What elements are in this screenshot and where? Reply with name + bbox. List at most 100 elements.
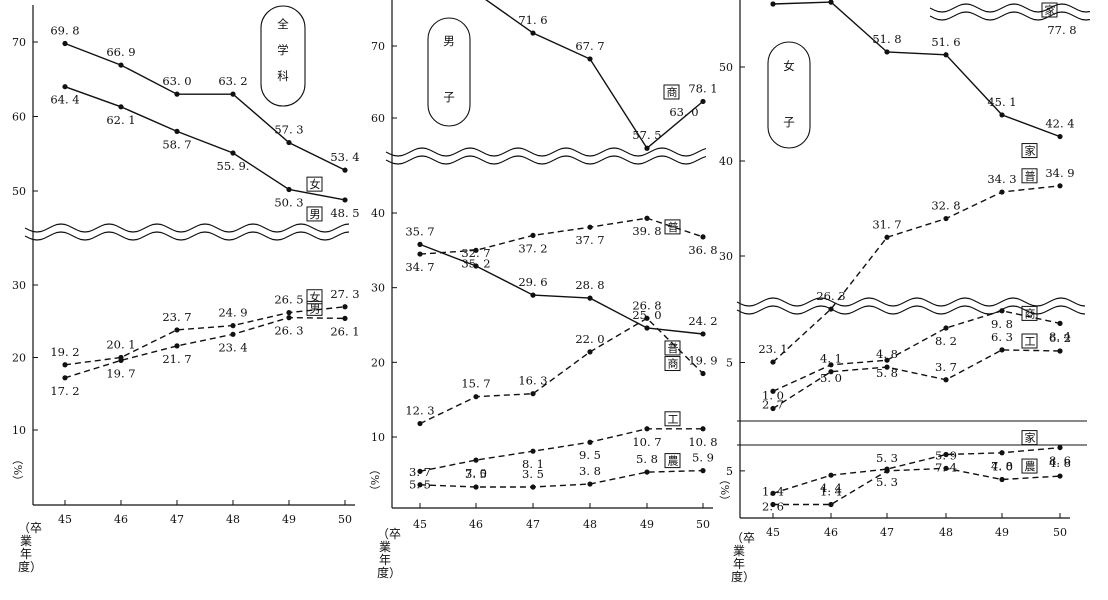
series-line-1-3 <box>419 217 704 255</box>
series-tag-1-5-box <box>664 411 681 427</box>
x-tick-label-1-3: 48 <box>583 518 597 531</box>
data-point-2-4-1 <box>828 369 834 375</box>
data-label-2-4-5: 6. 2 <box>1049 331 1071 345</box>
data-label-0-1-1: 62. 1 <box>106 113 135 127</box>
data-label-2-2-1: 26. 3 <box>816 289 845 303</box>
series-tag-1-2: 普 <box>668 341 679 355</box>
data-point-2-3-4 <box>999 308 1005 314</box>
data-point-1-4-3 <box>587 349 593 355</box>
data-label-2-2-4: 34. 3 <box>987 172 1016 186</box>
series-tag-2-3-box <box>1021 305 1038 321</box>
data-point-0-2-4 <box>286 309 292 316</box>
series-line-0-1 <box>64 86 346 201</box>
data-point-2-6-2 <box>884 468 890 474</box>
data-label-0-3-1: 19. 7 <box>106 366 135 380</box>
y-tick-label-1-upper-1: 70 <box>371 40 385 53</box>
data-label-2-3-3: 8. 2 <box>935 334 957 348</box>
data-label-0-0-1: 66. 9 <box>106 45 135 59</box>
data-label-0-1-2: 58. 7 <box>162 137 191 151</box>
y-tick-label-0-lower-0: 10 <box>12 424 26 437</box>
series-line-0-3 <box>64 316 346 379</box>
series-line-0-2 <box>64 306 346 366</box>
data-point-2-5-3 <box>943 451 949 458</box>
data-label-2-1-0: 77. 8 <box>1047 23 1076 37</box>
data-label-1-0-4: 57. 5 <box>632 128 661 142</box>
x-tick-label-0-5: 50 <box>338 513 352 526</box>
data-point-1-6-0 <box>417 482 423 488</box>
data-point-2-5-0 <box>770 490 776 496</box>
data-label-2-4-3: 3. 7 <box>935 360 957 374</box>
data-point-1-0-2 <box>530 30 536 36</box>
data-point-1-3-5 <box>700 234 706 240</box>
data-point-1-4-0 <box>417 420 423 427</box>
data-label-0-1-3: 55. 9. <box>217 159 250 173</box>
data-label-1-2-0: 35. 7 <box>405 224 434 238</box>
data-point-2-6-0 <box>770 501 776 508</box>
series-tag-2-5-box <box>1021 430 1038 446</box>
data-point-0-3-4 <box>286 315 292 321</box>
data-point-2-0-1 <box>828 0 834 5</box>
data-point-0-3-0 <box>62 375 68 381</box>
series-tag-0-1: 男 <box>310 208 321 221</box>
data-point-1-5-0 <box>417 468 423 474</box>
series-tag-1-2-box <box>664 340 681 356</box>
series-tag-1-5: 工 <box>668 413 679 426</box>
data-label-1-0-2: 71. 6 <box>518 13 547 27</box>
data-label-2-4-2: 4. 8 <box>876 347 898 361</box>
data-label-0-0-2: 63. 0 <box>162 74 191 88</box>
series-tag-1-1: 商 <box>667 85 678 99</box>
series-line-2-6 <box>773 467 1061 506</box>
data-label-1-3-1: 35. 2 <box>461 256 490 270</box>
y-tick-label-2-upper-1: 50 <box>719 61 733 74</box>
series-line-2-0 <box>772 1 1061 138</box>
series-tag-2-6: 農 <box>1025 459 1036 473</box>
data-point-2-4-0 <box>770 405 776 412</box>
data-label-1-3-2: 37. 2 <box>518 241 547 255</box>
x-tick-label-2-0: 45 <box>766 526 780 539</box>
data-point-1-2-1 <box>473 263 479 269</box>
y-tick-label-0-upper-0: 50 <box>12 185 26 198</box>
data-label-1-2-2: 29. 6 <box>518 275 547 289</box>
y-tick-label-1-lower-0: 10 <box>371 431 385 444</box>
series-tag-0-1-box <box>306 206 323 222</box>
data-point-1-3-2 <box>530 232 536 238</box>
x-tick-label-1-1: 46 <box>469 518 483 531</box>
data-point-2-3-3 <box>943 325 949 331</box>
data-label-2-3-0: 2. 7 <box>762 397 784 411</box>
y-tick-label-1-upper-0: 60 <box>371 112 385 125</box>
data-point-0-3-1 <box>118 357 124 363</box>
data-point-1-6-4 <box>644 469 650 475</box>
data-point-2-4-4 <box>999 347 1005 353</box>
data-label-1-4-5: 19. 9 <box>688 354 717 368</box>
series-line-1-4 <box>419 317 704 425</box>
axis-break-2 <box>929 3 1091 13</box>
chart-title-char-1-0: 男 <box>443 34 455 48</box>
y-tick-label-0-lower-1: 20 <box>12 352 26 365</box>
data-point-2-2-2 <box>884 234 890 240</box>
y-tick-label-2-lower-0: 5 <box>726 357 733 370</box>
data-point-1-6-1 <box>473 484 479 490</box>
data-point-1-2-5 <box>700 331 706 337</box>
unit-label-0: （%） <box>11 454 24 486</box>
chart-title-char-1-1: 子 <box>443 90 455 104</box>
y-tick-label-2-middle-0: 30 <box>719 250 733 263</box>
data-label-0-2-0: 19. 2 <box>50 345 79 359</box>
data-label-0-1-0: 64. 4 <box>50 93 79 107</box>
data-label-0-2-1: 20. 1 <box>106 338 135 352</box>
series-tag-1-3-box <box>664 219 681 235</box>
data-label-1-4-1: 15. 7 <box>461 377 490 391</box>
data-point-2-3-1 <box>828 362 834 368</box>
year-axis-label-1: （卒業年度） <box>18 521 43 574</box>
data-point-1-5-3 <box>587 439 593 445</box>
x-tick-label-2-2: 47 <box>880 526 894 539</box>
data-point-2-0-4 <box>999 112 1005 118</box>
x-tick-label-2-3: 48 <box>939 526 953 539</box>
data-label-1-4-2: 16. 3 <box>518 374 547 388</box>
series-tag-0-3-box <box>306 300 323 316</box>
axis-break-0 <box>24 223 350 233</box>
data-point-0-0-2 <box>174 91 180 97</box>
data-label-1-6-2: 3. 5 <box>522 467 544 481</box>
data-label-2-4-1: 4. 1 <box>820 352 842 366</box>
